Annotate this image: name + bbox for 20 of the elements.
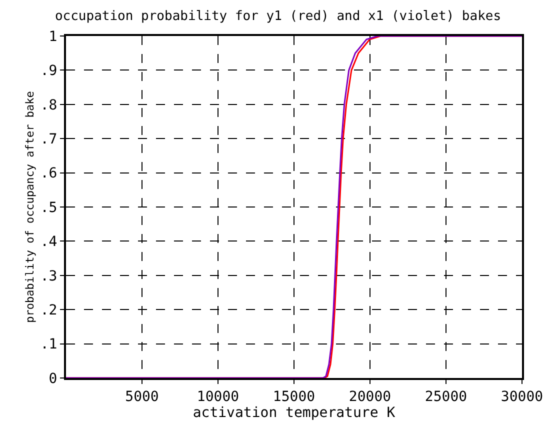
y-axis-title: probability of occupancy after bake (23, 91, 36, 323)
y-tick-label: .7 (40, 132, 58, 148)
x-tick-label: 15000 (272, 388, 316, 405)
x-tick-label: 25000 (424, 388, 468, 405)
x-tick-label: 10000 (196, 388, 240, 405)
y-tick-label: .4 (40, 234, 58, 250)
y-tick-label: 0 (48, 370, 58, 387)
y-tick-label: .1 (40, 336, 58, 353)
y-tick-label: 1 (48, 28, 58, 45)
y-tick-label: .2 (40, 302, 58, 318)
chart-title: occupation probability for y1 (red) and x1 (violet) bakes (54, 8, 502, 24)
y-tick-label: .8 (40, 97, 58, 114)
y-tick-label: .9 (40, 63, 58, 80)
y-tick-label: .3 (40, 268, 58, 284)
x-tick-label: 30000 (500, 388, 544, 405)
x-tick-label: 20000 (348, 388, 392, 405)
y-tick-label: .5 (40, 200, 58, 216)
x-tick-label: 5000 (125, 388, 159, 405)
x-axis-title: activation temperature K (192, 404, 396, 421)
y-tick-label: .6 (40, 166, 58, 182)
